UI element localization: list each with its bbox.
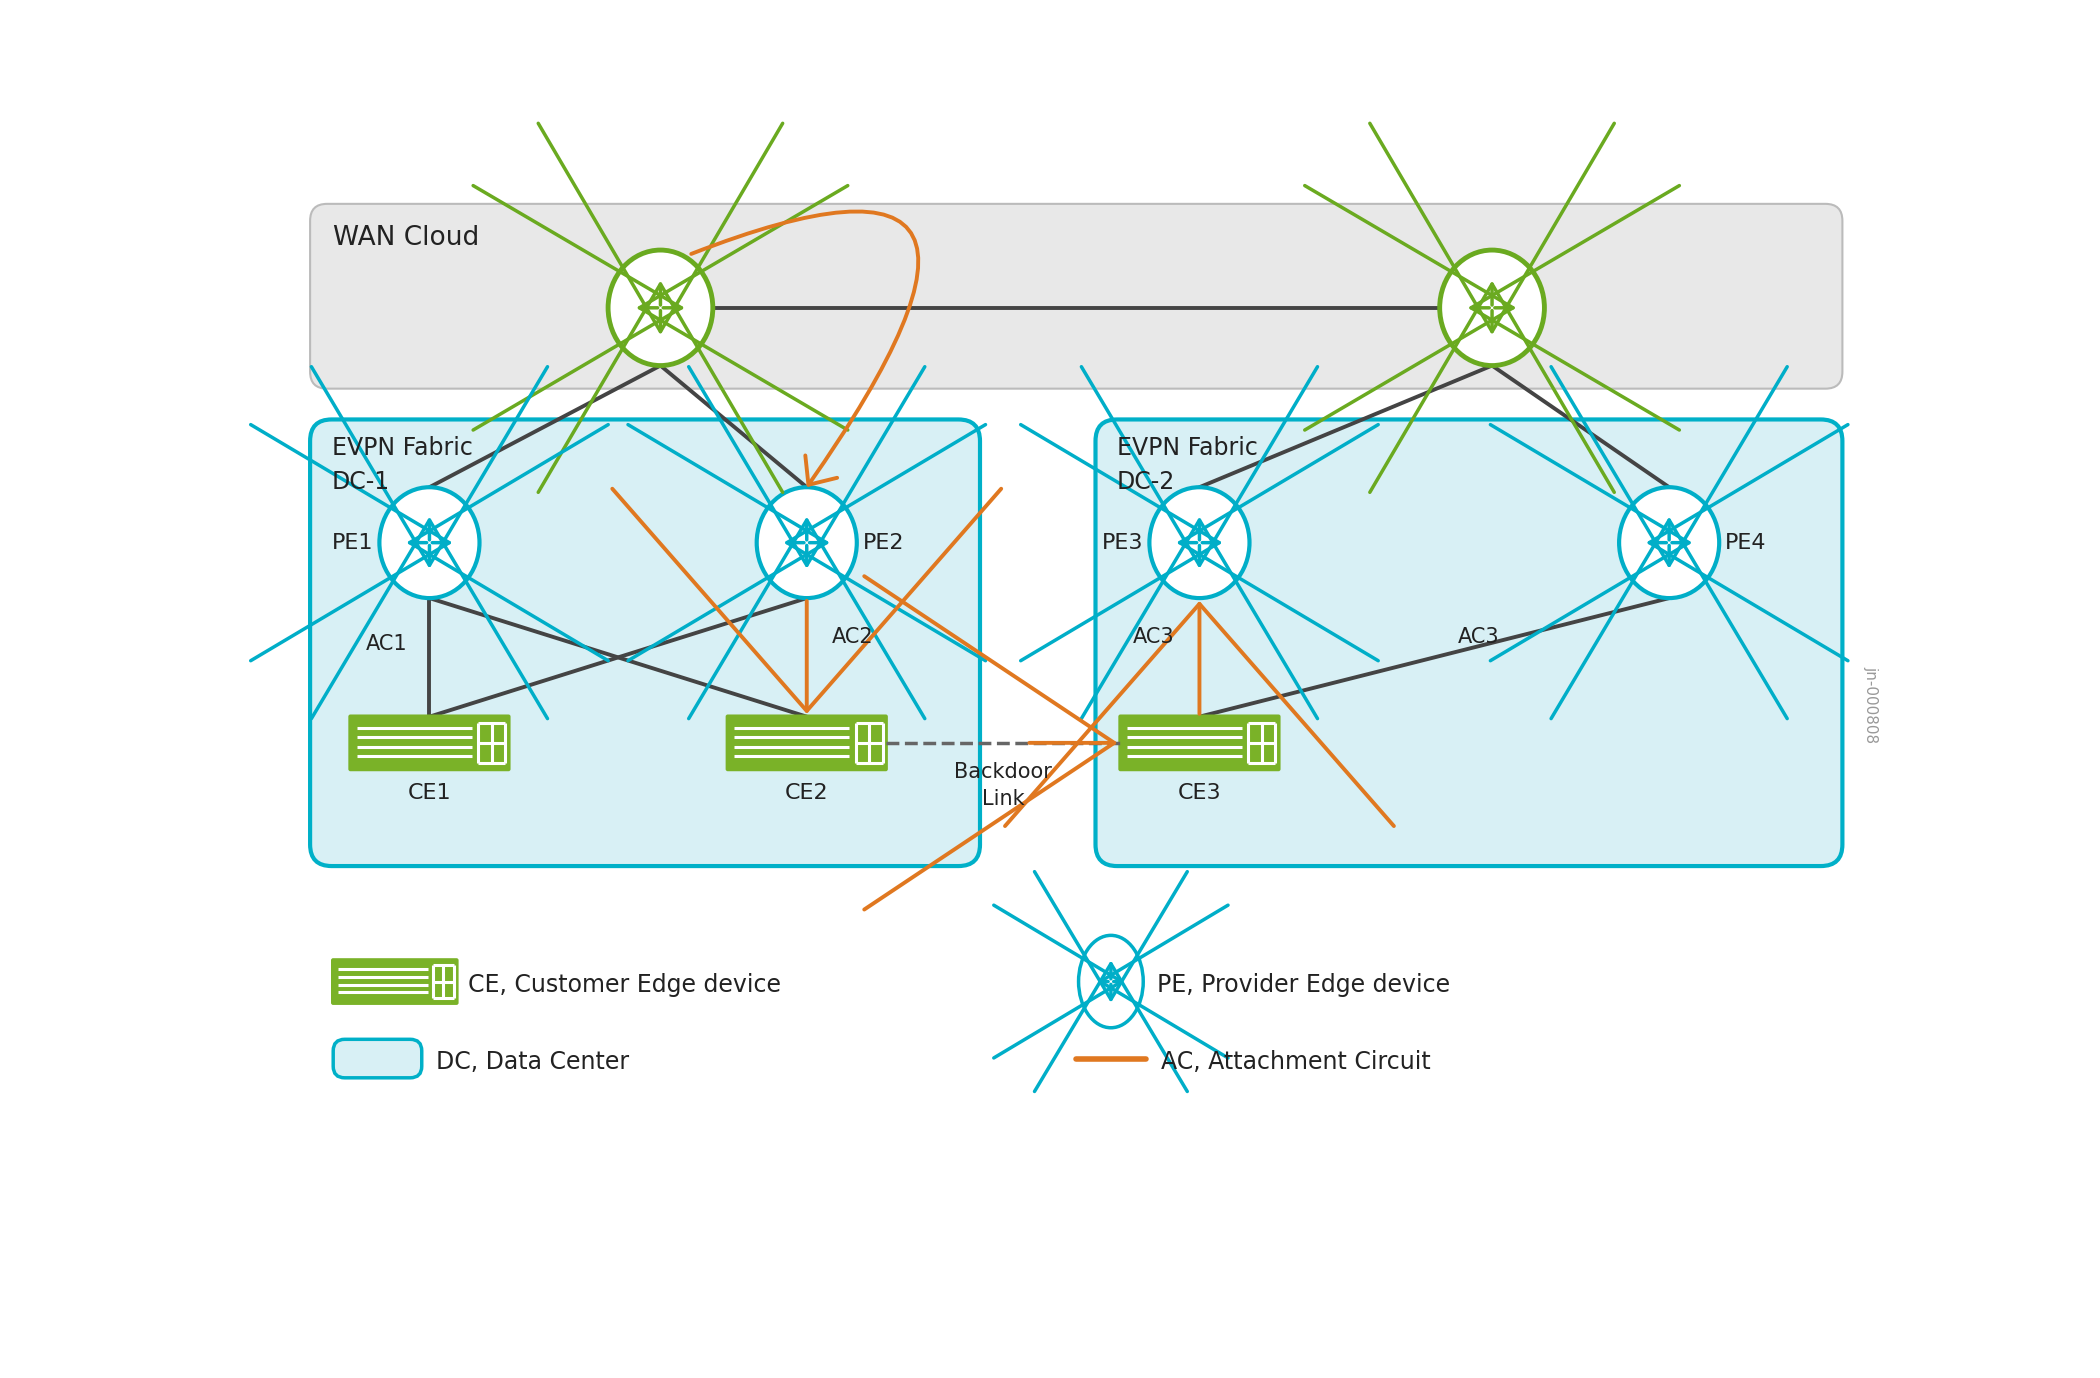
Text: PE3: PE3 <box>1102 533 1142 553</box>
Text: AC3: AC3 <box>1134 627 1174 646</box>
FancyBboxPatch shape <box>1096 419 1842 865</box>
Ellipse shape <box>380 488 479 598</box>
FancyBboxPatch shape <box>334 1039 422 1078</box>
Ellipse shape <box>756 488 857 598</box>
Ellipse shape <box>1079 936 1142 1028</box>
Text: CE2: CE2 <box>785 783 830 803</box>
Text: PE4: PE4 <box>1726 533 1766 553</box>
Text: CE3: CE3 <box>1178 783 1222 803</box>
Text: AC3: AC3 <box>1457 627 1499 646</box>
FancyBboxPatch shape <box>727 715 886 770</box>
FancyArrowPatch shape <box>691 211 918 485</box>
Text: CE, Customer Edge device: CE, Customer Edge device <box>468 973 781 998</box>
Text: EVPN Fabric
DC-2: EVPN Fabric DC-2 <box>1117 437 1258 493</box>
FancyBboxPatch shape <box>349 715 510 770</box>
FancyBboxPatch shape <box>1119 715 1279 770</box>
Text: PE2: PE2 <box>863 533 905 553</box>
Text: AC2: AC2 <box>832 627 874 646</box>
Ellipse shape <box>1619 488 1720 598</box>
Text: PE1: PE1 <box>332 533 374 553</box>
Ellipse shape <box>609 249 712 365</box>
FancyBboxPatch shape <box>311 204 1842 389</box>
Text: jn-000808: jn-000808 <box>1863 666 1877 743</box>
Text: EVPN Fabric
DC-1: EVPN Fabric DC-1 <box>332 437 472 493</box>
FancyBboxPatch shape <box>332 959 458 1005</box>
Ellipse shape <box>1441 249 1544 365</box>
Text: Backdoor
Link: Backdoor Link <box>953 762 1052 809</box>
Text: AC, Attachment Circuit: AC, Attachment Circuit <box>1161 1050 1430 1075</box>
Text: CE1: CE1 <box>407 783 452 803</box>
Text: DC, Data Center: DC, Data Center <box>435 1050 628 1075</box>
Text: WAN Cloud: WAN Cloud <box>334 226 479 251</box>
Ellipse shape <box>1149 488 1250 598</box>
Text: PE, Provider Edge device: PE, Provider Edge device <box>1157 973 1451 998</box>
Text: AC1: AC1 <box>365 634 407 655</box>
FancyBboxPatch shape <box>311 419 981 865</box>
